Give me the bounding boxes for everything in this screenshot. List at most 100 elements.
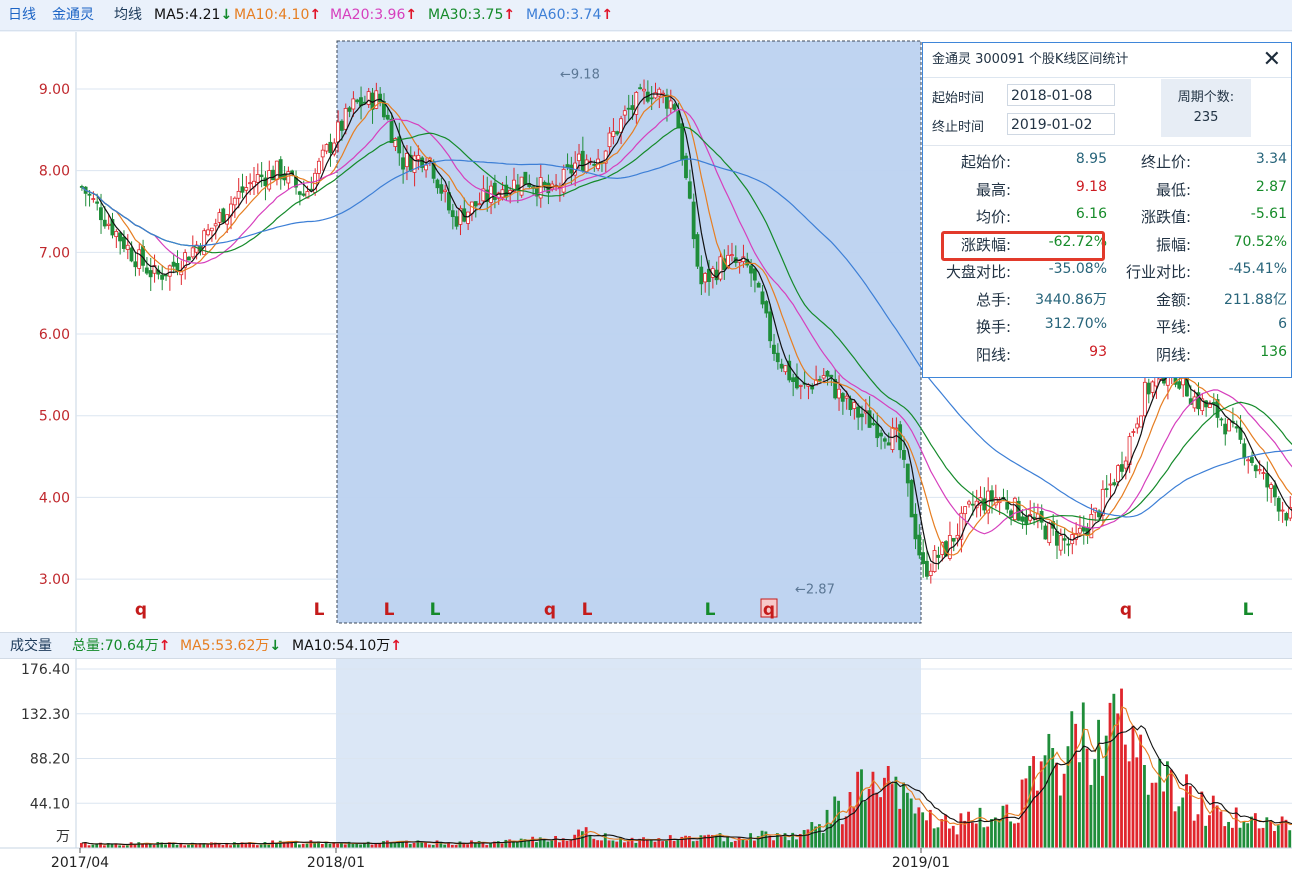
candle-body bbox=[148, 270, 153, 278]
volume-selected-range[interactable] bbox=[336, 659, 921, 848]
highlight-box bbox=[941, 231, 1105, 261]
candle-body bbox=[99, 207, 103, 221]
volume-bar bbox=[1020, 779, 1024, 848]
volume-bar bbox=[718, 833, 722, 848]
ma-indicator-label[interactable]: 均线 bbox=[114, 7, 142, 23]
volume-bar bbox=[714, 835, 718, 848]
panel-divider bbox=[923, 145, 1291, 146]
candle-body bbox=[286, 171, 291, 184]
volume-bar bbox=[160, 842, 164, 848]
candle-body bbox=[580, 150, 585, 172]
candle-body bbox=[439, 184, 444, 194]
volume-bar bbox=[963, 820, 967, 848]
candle-body bbox=[905, 463, 910, 484]
candle-body bbox=[768, 311, 773, 342]
volume-bar bbox=[1165, 761, 1169, 848]
volume-bar bbox=[87, 845, 91, 848]
volume-bar bbox=[110, 844, 114, 848]
candle-body bbox=[691, 201, 696, 240]
y-tick-label: 8.00 bbox=[39, 164, 70, 180]
stock-name[interactable]: 金通灵 bbox=[52, 7, 94, 23]
signal-marker[interactable]: L bbox=[582, 600, 593, 620]
signal-marker[interactable]: q bbox=[135, 600, 147, 620]
candle-body bbox=[848, 398, 853, 411]
volume-bar bbox=[412, 842, 416, 848]
volume-bar bbox=[336, 843, 340, 848]
start-date-field[interactable]: 2018-01-08 bbox=[1007, 84, 1115, 106]
volume-bar bbox=[844, 816, 848, 848]
volume-bar bbox=[722, 841, 726, 848]
candle-body bbox=[259, 174, 264, 178]
candle-body bbox=[1142, 381, 1147, 417]
signal-marker[interactable]: q bbox=[763, 600, 775, 620]
candle-body bbox=[833, 378, 838, 399]
volume-bar bbox=[676, 840, 680, 848]
signal-marker[interactable]: q bbox=[544, 600, 556, 620]
candle-body bbox=[963, 506, 968, 515]
candle-body bbox=[837, 388, 841, 399]
signal-marker[interactable]: L bbox=[705, 600, 716, 620]
candle-body bbox=[1054, 530, 1059, 546]
volume-chart[interactable]: 176.40 132.30 88.20 44.10 万 2017/04 2018/01 201… bbox=[0, 659, 1292, 877]
candle-body bbox=[668, 100, 673, 109]
volume-bar bbox=[917, 807, 921, 848]
ma-value-4: MA60:3.74↑ bbox=[526, 0, 613, 31]
volume-bar bbox=[542, 839, 546, 848]
volume-bar bbox=[615, 841, 619, 848]
volume-bar bbox=[668, 835, 672, 848]
volume-bar bbox=[787, 840, 791, 848]
signal-marker[interactable]: q bbox=[1120, 600, 1132, 620]
candle-body bbox=[263, 177, 268, 187]
signal-marker[interactable]: L bbox=[384, 600, 395, 620]
candle-body bbox=[561, 168, 566, 193]
signal-marker[interactable]: L bbox=[314, 600, 325, 620]
volume-bar bbox=[447, 842, 450, 848]
volume-bar bbox=[1035, 790, 1039, 848]
close-icon[interactable]: ✕ bbox=[1262, 47, 1281, 72]
candle-body bbox=[454, 216, 459, 227]
stat-value: -35.08% bbox=[1048, 261, 1107, 277]
volume-bar bbox=[305, 843, 309, 848]
stat-value: 136 bbox=[1260, 343, 1287, 360]
stat-value: -62.72% bbox=[1048, 233, 1107, 250]
volume-bar bbox=[1085, 748, 1089, 848]
period-count-value: 235 bbox=[1193, 110, 1219, 125]
candle-body bbox=[1123, 460, 1128, 469]
volume-bar bbox=[1242, 821, 1246, 848]
candle-body bbox=[118, 232, 122, 242]
stat-value: 312.70% bbox=[1044, 316, 1107, 332]
candle-body bbox=[1074, 533, 1078, 540]
volume-bar bbox=[619, 837, 622, 848]
stat-label: 起始价: bbox=[960, 153, 1011, 171]
candle-body bbox=[347, 107, 352, 112]
candle-body bbox=[1062, 538, 1067, 541]
candle-body bbox=[213, 223, 218, 227]
candle-body bbox=[102, 219, 107, 227]
ma-value-text: MA10:4.10 bbox=[234, 7, 310, 23]
volume-bar bbox=[557, 842, 561, 848]
candle-body bbox=[179, 270, 184, 276]
volume-bar bbox=[596, 840, 600, 848]
candle-body bbox=[825, 370, 830, 377]
candle-body bbox=[355, 99, 360, 103]
volume-bar bbox=[252, 844, 255, 848]
candle-body bbox=[672, 104, 677, 110]
signal-marker[interactable]: L bbox=[1243, 600, 1254, 620]
signal-marker[interactable]: L bbox=[430, 600, 441, 620]
candle-body bbox=[297, 191, 302, 195]
candle-body bbox=[443, 189, 447, 192]
candle-body bbox=[320, 149, 325, 158]
volume-bar bbox=[1284, 819, 1288, 848]
end-date-field[interactable]: 2019-01-02 bbox=[1007, 113, 1115, 135]
volume-bar bbox=[1188, 786, 1192, 848]
volume-bar bbox=[909, 798, 913, 848]
candle-body bbox=[1024, 516, 1029, 524]
candle-body bbox=[1234, 426, 1239, 429]
candle-body bbox=[190, 247, 195, 258]
period-label[interactable]: 日线 bbox=[8, 7, 36, 23]
volume-bar bbox=[565, 840, 569, 848]
candle-body bbox=[267, 170, 272, 190]
volume-value-1: MA5:53.62万↓ bbox=[180, 633, 281, 660]
volume-bar bbox=[267, 844, 271, 848]
volume-bar bbox=[229, 845, 232, 848]
